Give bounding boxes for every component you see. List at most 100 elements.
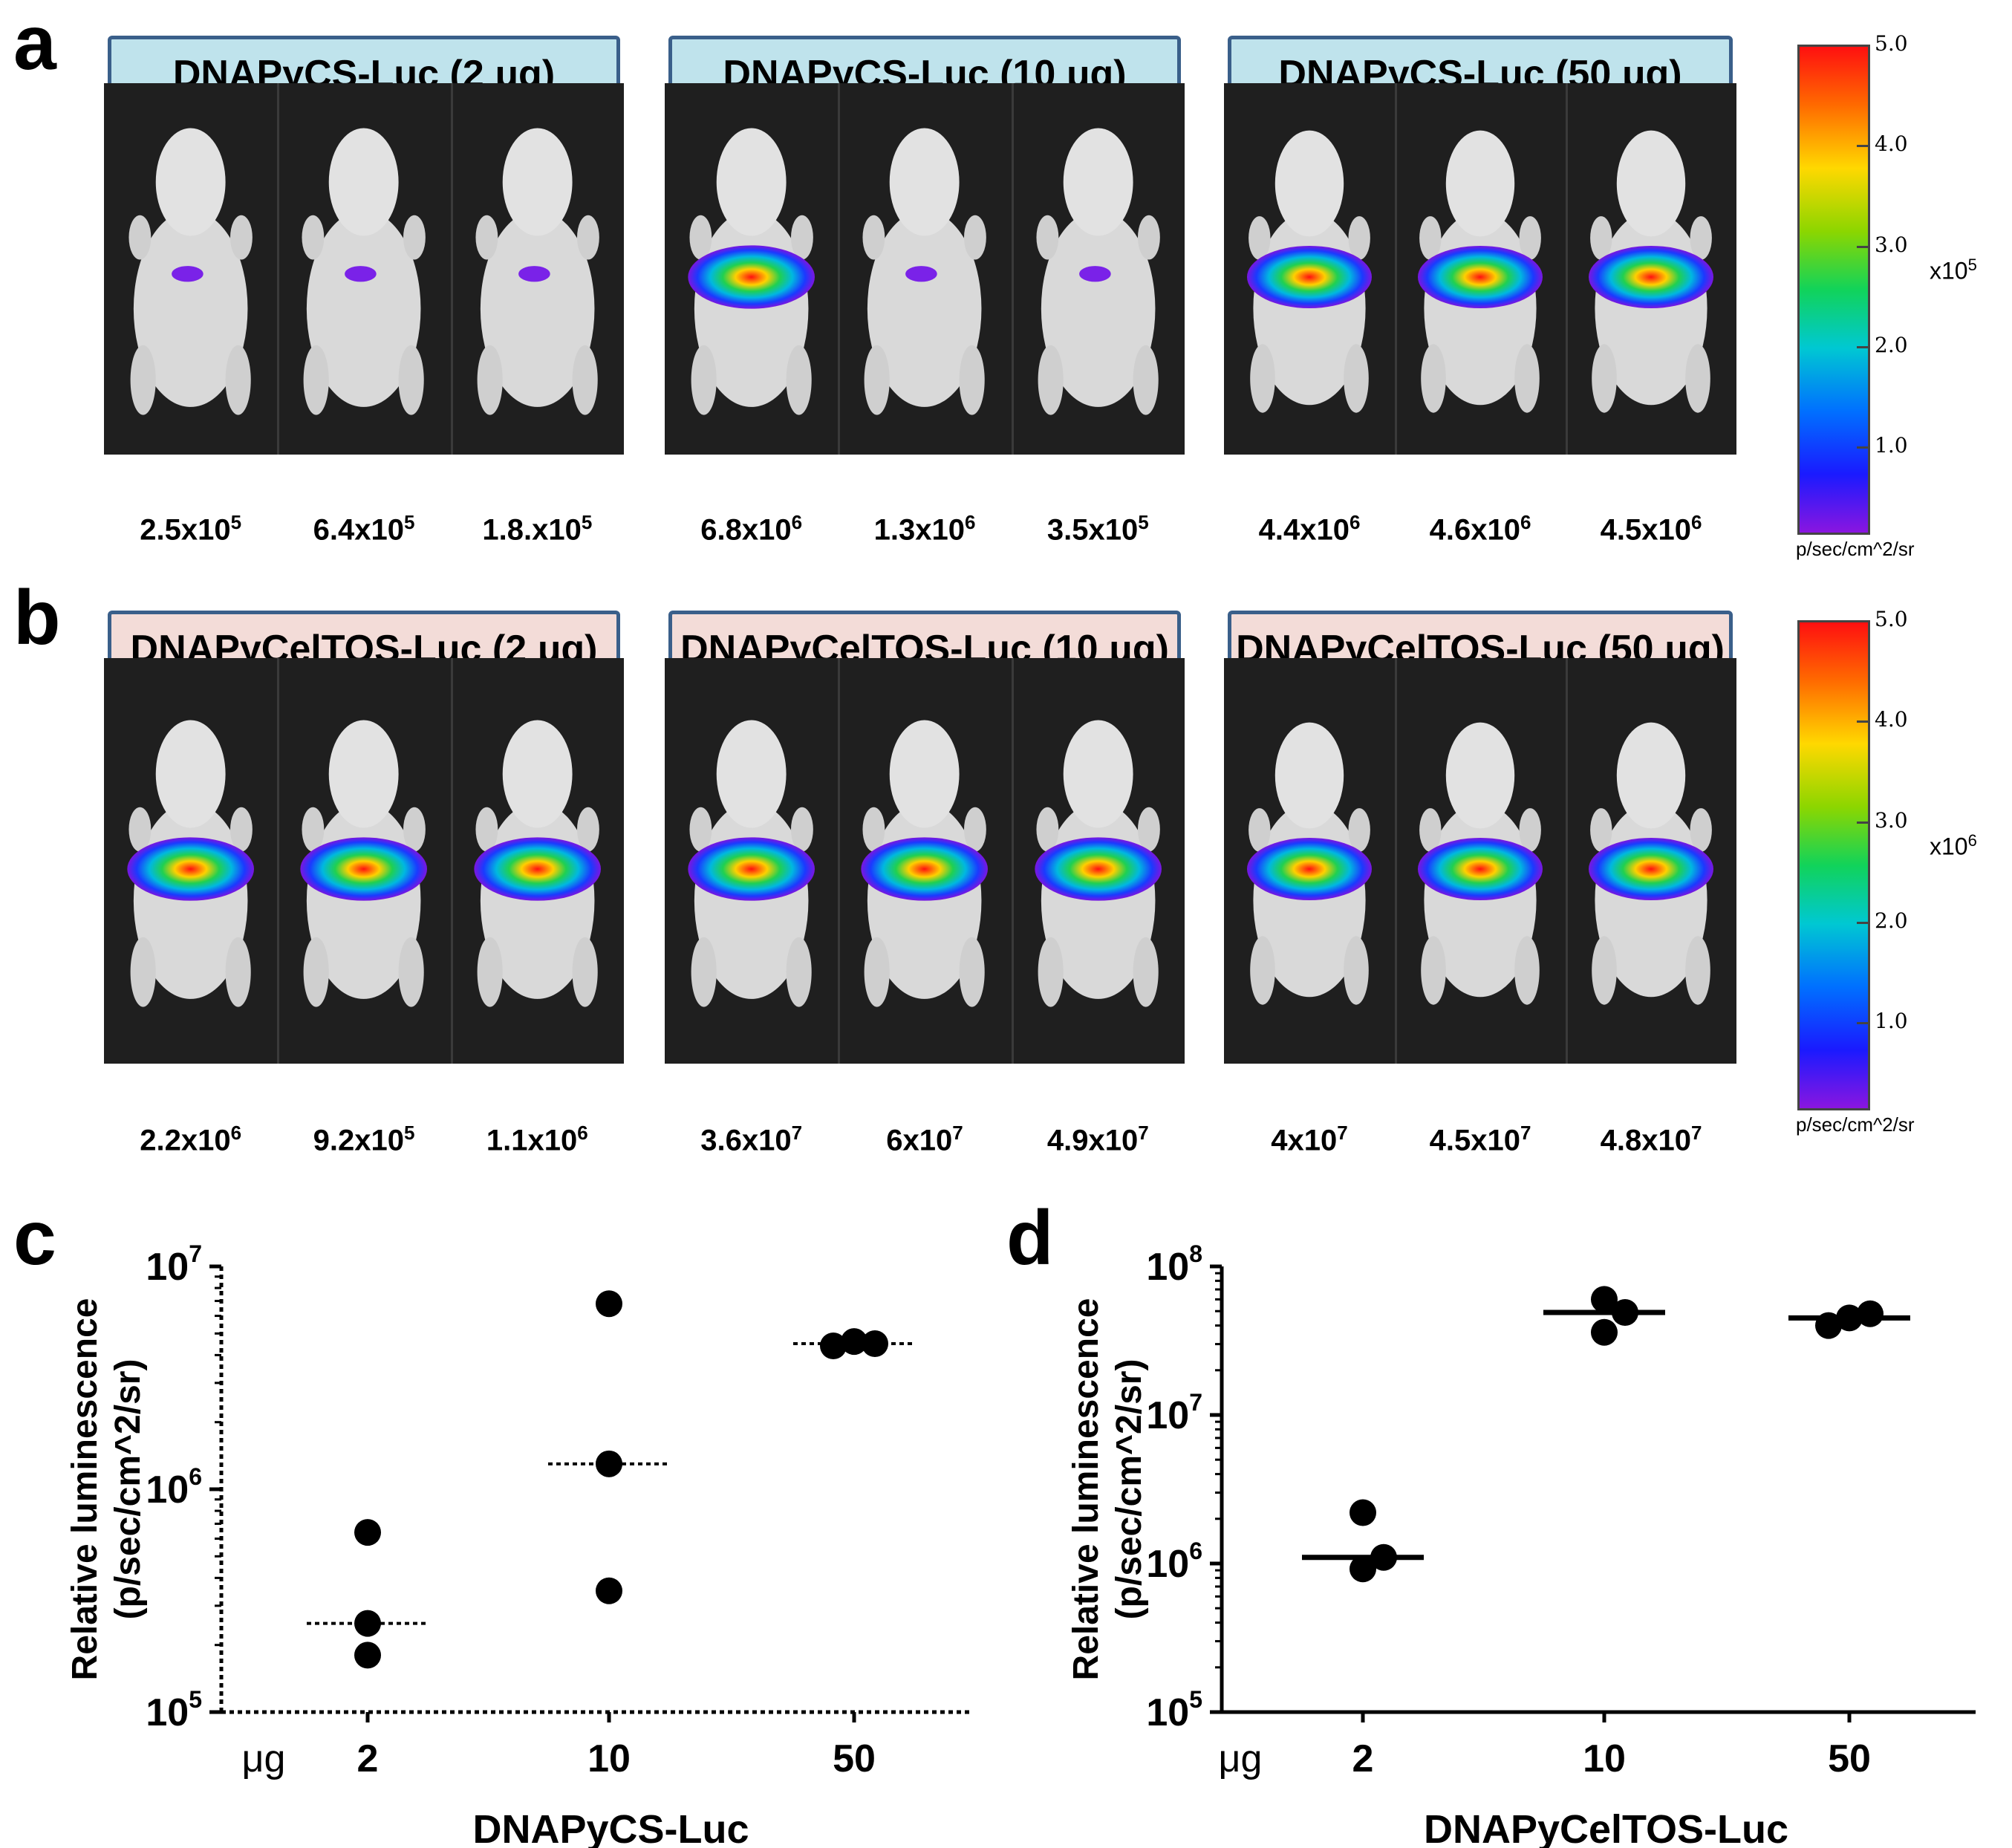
panel-letter-d: d — [1006, 1195, 1054, 1281]
mouse-image — [1036, 128, 1160, 415]
mouse-image — [1589, 130, 1713, 413]
y-axis-title: Relative luminescence (p/sec/cm^2/sr) — [1067, 1298, 1149, 1681]
x-unit-label: μg — [242, 1737, 286, 1780]
luminescence-value: 4.9x107 — [1046, 1122, 1149, 1157]
y-axis-title: Relative luminescence (p/sec/cm^2/sr) — [65, 1298, 148, 1681]
data-point — [1612, 1298, 1638, 1326]
x-axis-title: DNAPyCelTOS-Luc — [1424, 1807, 1788, 1848]
colorbar-tick: 4.0 — [1875, 131, 1908, 157]
data-point — [596, 1450, 622, 1477]
y-tick-label: 105 — [146, 1686, 202, 1734]
colorbar-tick: 2.0 — [1875, 332, 1908, 357]
y-tick-label: 107 — [1146, 1389, 1202, 1437]
mouse-image — [1418, 722, 1543, 1005]
x-axis-title: DNAPyCS-Luc — [472, 1807, 749, 1848]
data-point — [596, 1290, 622, 1318]
luminescence-value: 4.5x106 — [1600, 511, 1702, 547]
imaging-panel-a-3 — [1224, 83, 1736, 455]
colorbar-tick: 5.0 — [1875, 607, 1908, 631]
colorbar-tick: 4.0 — [1875, 707, 1908, 732]
colorbar-tick-mark — [1857, 821, 1870, 824]
colorbar-tick-mark — [1857, 245, 1870, 248]
luminescence-value: 2.2x106 — [140, 1122, 242, 1157]
luminescence-value: 4.5x107 — [1429, 1122, 1531, 1157]
y-tick-label: 107 — [146, 1240, 202, 1289]
x-tick-label: 10 — [587, 1737, 631, 1780]
luminescence-value: 9.2x105 — [313, 1122, 415, 1157]
mouse-image — [1247, 130, 1372, 413]
chart-d: 105 106 107 108 2 10 50 μg DNAPyCelTOS-Luc Relati… — [1067, 1240, 1976, 1848]
mouse-image — [1034, 720, 1162, 1007]
colorbar-unit: p/sec/cm^2/sr — [1796, 1113, 1915, 1136]
luminescence-value: 4.8x107 — [1600, 1122, 1702, 1157]
data-point — [1350, 1555, 1376, 1583]
luminescence-value: 1.8.x105 — [482, 511, 593, 547]
colorbar-tick-mark — [1857, 720, 1870, 723]
colorbar-tick: 3.0 — [1875, 232, 1908, 257]
mouse-image — [688, 720, 815, 1007]
luminescence-value: 4.4x106 — [1258, 511, 1361, 547]
colorbar-tick: 5.0 — [1875, 31, 1908, 56]
data-point — [1857, 1300, 1884, 1327]
x-tick-label: 50 — [1828, 1737, 1871, 1780]
panel-letter-b: b — [13, 575, 61, 661]
data-point — [1370, 1543, 1397, 1571]
luminescence-value: 1.1x106 — [486, 1122, 588, 1157]
colorbar-exponent: x105 — [1930, 255, 1977, 284]
luminescence-value: 6.4x105 — [313, 511, 415, 547]
luminescence-value: 4.6x106 — [1429, 511, 1531, 547]
y-tick-label: 108 — [1146, 1240, 1202, 1289]
x-tick-label: 2 — [357, 1737, 379, 1780]
data-point — [354, 1610, 381, 1637]
mouse-image — [688, 128, 815, 415]
panel-letter-c: c — [13, 1195, 56, 1281]
data-point — [354, 1642, 381, 1669]
imaging-panel-a-2 — [665, 83, 1185, 455]
mouse-image — [127, 720, 254, 1007]
colorbar-tick: 1.0 — [1875, 433, 1908, 458]
luminescence-value: 1.3x106 — [873, 511, 976, 547]
mouse-image — [1589, 722, 1713, 1005]
mouse-image — [302, 128, 426, 415]
x-tick-label: 2 — [1352, 1737, 1374, 1780]
mouse-image — [300, 720, 428, 1007]
luminescence-value: 2.5x105 — [140, 511, 242, 547]
data-point — [1350, 1499, 1376, 1526]
colorbar-tick-mark — [1857, 1022, 1870, 1025]
y-tick-label: 106 — [146, 1463, 202, 1512]
mouse-image — [475, 128, 599, 415]
colorbar-tick-mark — [1857, 620, 1870, 622]
data-point — [354, 1519, 381, 1546]
imaging-panel-b-2 — [665, 658, 1185, 1064]
y-tick-label: 105 — [1146, 1686, 1202, 1734]
data-point — [1591, 1318, 1618, 1346]
data-point — [596, 1577, 622, 1604]
luminescence-value: 6.8x106 — [700, 511, 803, 547]
luminescence-value: 3.6x107 — [700, 1122, 803, 1157]
mouse-image — [473, 720, 601, 1007]
data-point — [841, 1328, 867, 1356]
colorbar-gradient — [1797, 45, 1870, 535]
colorbar-tick: 2.0 — [1875, 908, 1908, 933]
luminescence-value: 6x107 — [886, 1122, 963, 1157]
x-tick-label: 10 — [1583, 1737, 1626, 1780]
colorbar-tick-mark — [1857, 446, 1870, 449]
panel-letter-a: a — [13, 0, 56, 86]
colorbar-exponent: x106 — [1930, 830, 1977, 860]
x-tick-label: 50 — [833, 1737, 876, 1780]
mouse-image — [1418, 130, 1543, 413]
mouse-image — [862, 128, 987, 415]
data-point — [1591, 1286, 1618, 1313]
mouse-image — [1247, 722, 1372, 1005]
mouse-image — [861, 720, 989, 1007]
colorbar-tick-mark — [1857, 921, 1870, 924]
data-point — [862, 1330, 888, 1358]
data-point — [1836, 1304, 1863, 1332]
colorbar-tick: 1.0 — [1875, 1009, 1908, 1034]
colorbar-tick-mark — [1857, 45, 1870, 47]
luminescence-value: 3.5x105 — [1046, 511, 1149, 547]
y-tick-label: 106 — [1146, 1538, 1202, 1586]
data-point — [1815, 1312, 1842, 1339]
chart-c: 105 106 107 2 10 50 μg DNAPyCS-Luc Relative lumi… — [65, 1240, 969, 1848]
x-unit-label: μg — [1219, 1737, 1263, 1780]
